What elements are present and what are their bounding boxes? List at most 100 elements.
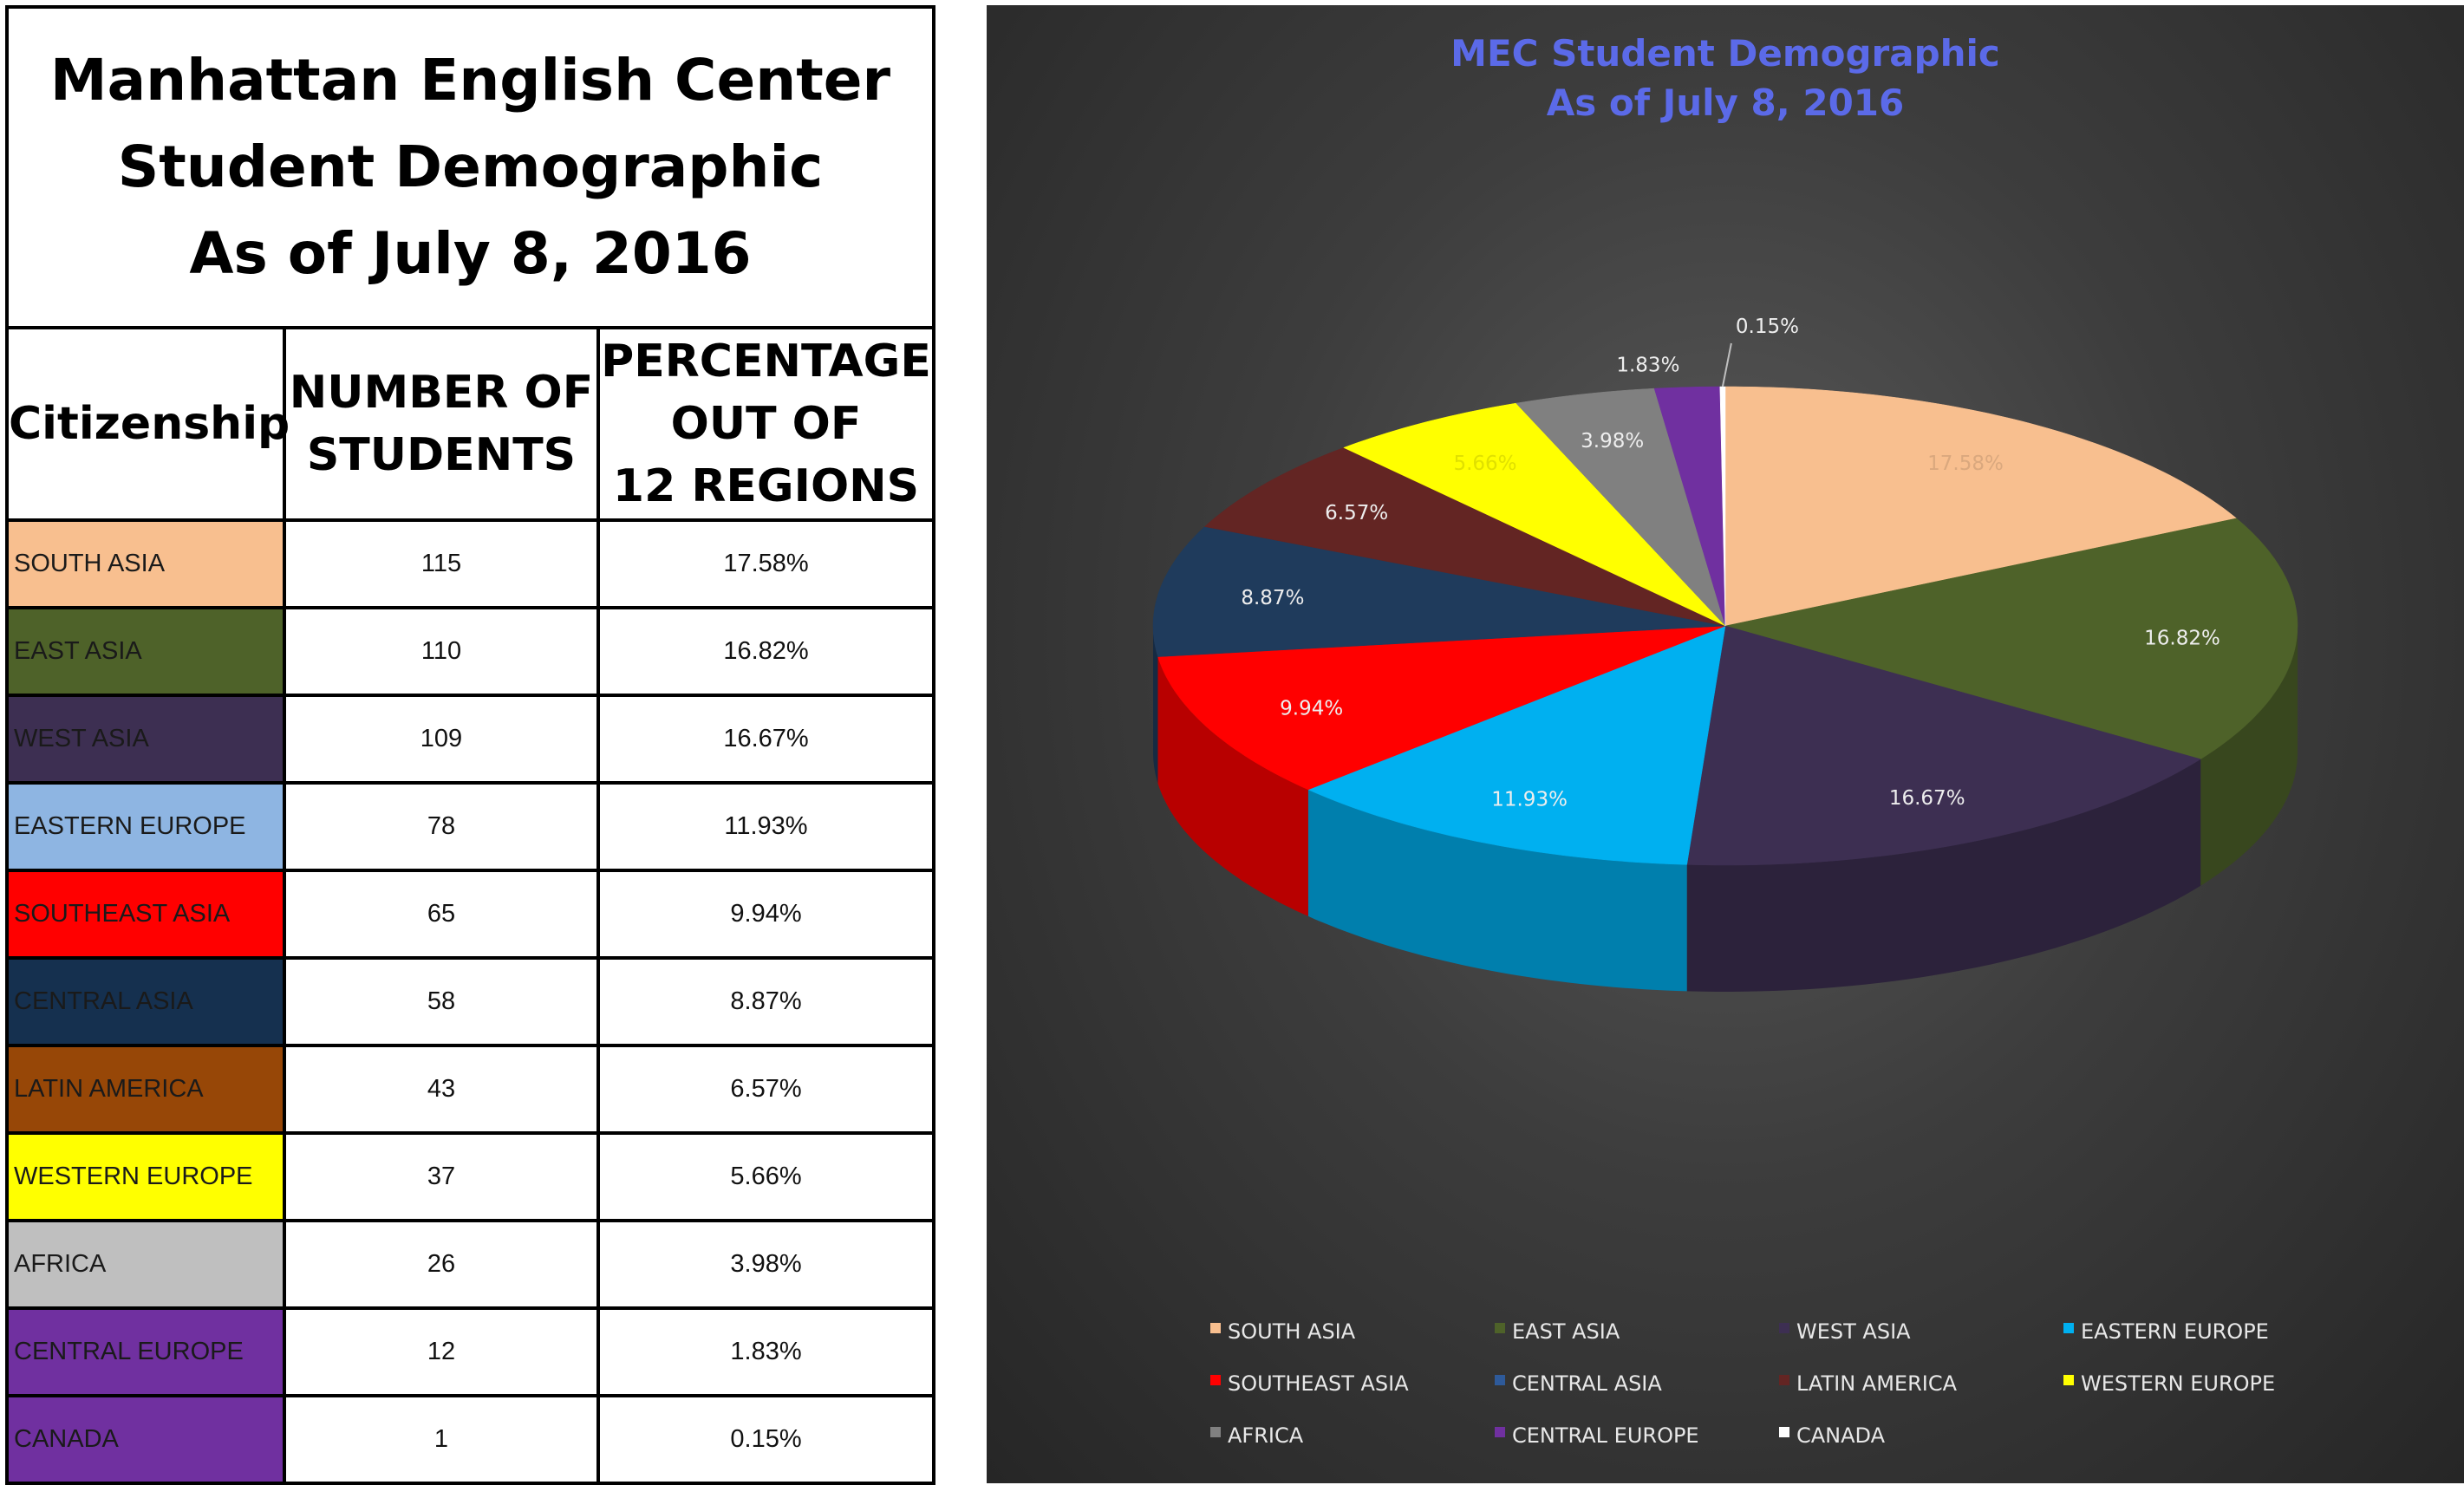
- students-cell: 1: [283, 1394, 600, 1485]
- legend-label: WESTERN EUROPE: [2081, 1371, 2275, 1396]
- region-cell: LATIN AMERICA: [5, 1044, 286, 1135]
- slice-label: 16.82%: [2144, 628, 2220, 650]
- pie-slice-southeast-asia: [1157, 625, 1726, 791]
- table-title-line-3: As of July 8, 2016: [189, 220, 752, 287]
- table-row: AFRICA 26 3.98%: [5, 1219, 936, 1310]
- region-cell: WESTERN EUROPE: [5, 1131, 286, 1222]
- legend-label: EASTERN EUROPE: [2081, 1319, 2269, 1344]
- region-cell: CANADA: [5, 1394, 286, 1485]
- header-students-line-2: STUDENTS: [306, 429, 577, 481]
- percentage-cell: 16.82%: [596, 606, 936, 697]
- table-row: CENTRAL ASIA 58 8.87%: [5, 956, 936, 1047]
- table-title-row: Manhattan English Center Student Demogra…: [4, 5, 936, 329]
- slice-label: 11.93%: [1491, 789, 1568, 811]
- legend-swatch: [1210, 1427, 1221, 1437]
- pie-side-eastern-europe: [1307, 789, 1687, 992]
- table-row: CANADA 1 0.15%: [5, 1394, 936, 1485]
- table-title: Manhattan English Center Student Demogra…: [4, 5, 936, 329]
- legend-item: SOUTH ASIA: [1210, 1319, 1356, 1344]
- students-cell: 109: [283, 694, 600, 785]
- legend-swatch: [1779, 1375, 1789, 1385]
- slice-label: 0.15%: [1736, 316, 1799, 338]
- table-row: WEST ASIA 109 16.67%: [5, 694, 936, 785]
- region-cell: WEST ASIA: [5, 694, 286, 785]
- legend-item: CANADA: [1779, 1423, 1886, 1448]
- students-cell: 37: [283, 1131, 600, 1222]
- pie-slice-eastern-europe: [1307, 625, 1726, 865]
- pie-slice-west-asia: [1686, 625, 2201, 866]
- table-row: EAST ASIA 110 16.82%: [5, 606, 936, 697]
- header-pct-line-3: 12 REGIONS: [612, 460, 920, 512]
- legend-label: CANADA: [1796, 1423, 1886, 1448]
- header-pct-line-2: OUT OF: [670, 398, 862, 450]
- legend-item: CENTRAL EUROPE: [1495, 1423, 1699, 1448]
- percentage-cell: 0.15%: [596, 1394, 936, 1485]
- legend-item: EASTERN EUROPE: [2063, 1319, 2269, 1344]
- region-cell: EAST ASIA: [5, 606, 286, 697]
- legend-label: EAST ASIA: [1512, 1319, 1620, 1344]
- legend-swatch: [1779, 1323, 1789, 1333]
- chart-legend: SOUTH ASIA EAST ASIA WEST ASIA EASTERN EURO…: [1210, 1319, 2275, 1448]
- slice-label: 3.98%: [1581, 430, 1644, 453]
- legend-label: AFRICA: [1228, 1423, 1304, 1448]
- percentage-cell: 5.66%: [596, 1131, 936, 1222]
- pie-side-east-asia: [2200, 626, 2298, 886]
- header-pct-line-1: PERCENTAGE: [601, 335, 931, 388]
- pie-chart: MEC Student Demographic As of July 8, 20…: [1152, 32, 2298, 1448]
- percentage-cell: 1.83%: [596, 1306, 936, 1397]
- legend-swatch: [1779, 1427, 1789, 1437]
- percentage-cell: 8.87%: [596, 956, 936, 1047]
- table-row: EASTERN EUROPE 78 11.93%: [5, 781, 936, 872]
- chart-title-line-2: As of July 8, 2016: [1547, 81, 1905, 124]
- legend-label: WEST ASIA: [1796, 1319, 1911, 1344]
- slice-label: 6.57%: [1325, 502, 1388, 524]
- legend-swatch: [1210, 1375, 1221, 1385]
- pie-side-central-asia: [1153, 626, 1158, 784]
- pie-side-west-asia: [1686, 759, 2201, 992]
- pie-side-southeast-asia: [1157, 656, 1308, 916]
- pie-labels-layer: 17.58% 16.82% 16.67% 11.93% 9.94% 8.87% 6.57% 5…: [1241, 316, 2220, 811]
- table-row: SOUTH ASIA 115 17.58%: [5, 518, 936, 609]
- pie-slice-africa: [1516, 388, 1726, 627]
- pie-slice-central-europe: [1653, 386, 1726, 627]
- region-cell: CENTRAL ASIA: [5, 956, 286, 1047]
- legend-swatch: [1495, 1323, 1505, 1333]
- percentage-cell: 3.98%: [596, 1219, 936, 1310]
- header-students-line-1: NUMBER OF: [289, 367, 594, 419]
- legend-item: LATIN AMERICA: [1779, 1371, 1958, 1396]
- slice-label: 16.67%: [1889, 787, 1965, 810]
- students-cell: 115: [283, 518, 600, 609]
- table-body: SOUTH ASIA 115 17.58% EAST ASIA 110 16.82% WES…: [5, 518, 936, 1485]
- students-cell: 58: [283, 956, 600, 1047]
- table-row: SOUTHEAST ASIA 65 9.94%: [5, 869, 936, 960]
- percentage-cell: 9.94%: [596, 869, 936, 960]
- legend-item: AFRICA: [1210, 1423, 1304, 1448]
- percentage-cell: 16.67%: [596, 694, 936, 785]
- pie-slice-east-asia: [1724, 518, 2298, 759]
- region-cell: CENTRAL EUROPE: [5, 1306, 286, 1397]
- legend-label: SOUTH ASIA: [1228, 1319, 1356, 1344]
- slice-label: 1.83%: [1616, 355, 1679, 377]
- students-cell: 12: [283, 1306, 600, 1397]
- region-cell: AFRICA: [5, 1219, 286, 1310]
- pie-depth-layer: [1153, 626, 2298, 992]
- slice-label: 5.66%: [1453, 453, 1516, 475]
- percentage-cell: 11.93%: [596, 781, 936, 872]
- chart-title-line-1: MEC Student Demographic: [1450, 32, 2000, 75]
- table-row: LATIN AMERICA 43 6.57%: [5, 1044, 936, 1135]
- percentage-cell: 17.58%: [596, 518, 936, 609]
- legend-label: SOUTHEAST ASIA: [1228, 1371, 1409, 1396]
- header-citizenship: Citizenship: [5, 326, 290, 522]
- students-cell: 65: [283, 869, 600, 960]
- students-cell: 110: [283, 606, 600, 697]
- percentage-cell: 6.57%: [596, 1044, 936, 1135]
- pie-slice-western-europe: [1343, 402, 1726, 627]
- legend-item: CENTRAL ASIA: [1495, 1371, 1662, 1396]
- legend-label: LATIN AMERICA: [1796, 1371, 1958, 1396]
- table-title-line-1: Manhattan English Center: [49, 47, 891, 114]
- slice-label: 8.87%: [1241, 587, 1304, 609]
- region-cell: SOUTH ASIA: [5, 518, 286, 609]
- slice-label: 9.94%: [1280, 697, 1343, 720]
- legend-swatch: [2063, 1375, 2074, 1385]
- students-cell: 43: [283, 1044, 600, 1135]
